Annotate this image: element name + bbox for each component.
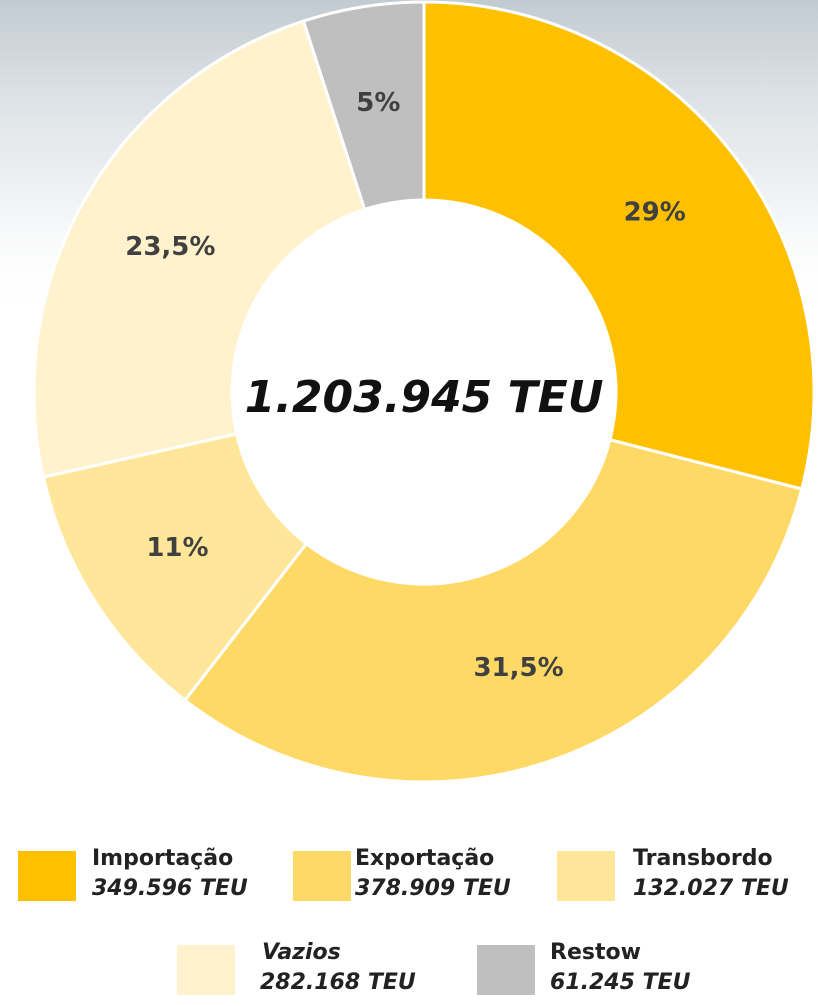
slice-label: 11% [146, 533, 208, 563]
slice-label: 29% [624, 198, 686, 228]
legend-value: 349.596 TEU [92, 876, 248, 901]
donut-hole [232, 200, 616, 584]
legend-value: 132.027 TEU [633, 876, 789, 901]
slice [32, 19, 367, 479]
legend-value: 378.909 TEU [355, 876, 511, 901]
legend-swatch [18, 851, 76, 901]
donut: 29% 31,5% 11% 23,5% 5% [32, 0, 816, 784]
slice-label: 5% [356, 88, 400, 118]
legend: Importação 349.596 TEU Exportação 378.909 T… [18, 846, 789, 995]
legend-value: 61.245 TEU [550, 970, 691, 995]
slice-label: 31,5% [473, 653, 563, 683]
legend-swatch [477, 945, 535, 995]
legend-label: Transbordo [633, 846, 773, 871]
legend-label: Importação [92, 846, 233, 871]
center-label: 1.203.945 TEU [245, 372, 604, 423]
legend-label: Restow [550, 940, 641, 965]
legend-swatch [557, 851, 615, 901]
legend-value: 282.168 TEU [260, 970, 416, 995]
slice-label: 23,5% [125, 232, 215, 262]
legend-label: Exportação [355, 846, 494, 871]
legend-label: Vazios [262, 940, 341, 965]
legend-swatch [293, 851, 351, 901]
legend-swatch [177, 945, 235, 995]
